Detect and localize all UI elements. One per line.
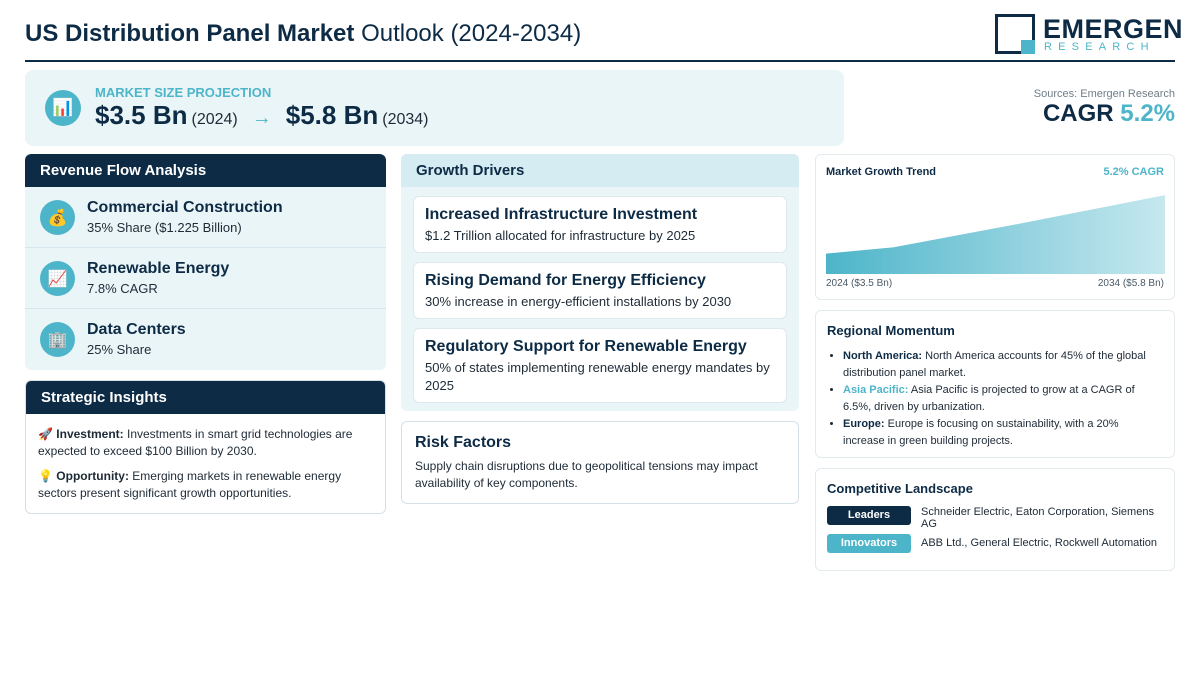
innovators-names: ABB Ltd., General Electric, Rockwell Aut… [921, 537, 1157, 549]
driver-card-infrastructure: Increased Infrastructure Investment $1.2… [413, 196, 787, 253]
insight-text: Investments in smart grid technologies a… [38, 427, 353, 458]
revenue-item-subtitle: 7.8% CAGR [87, 281, 158, 296]
projection-values: $3.5 Bn (2024) → $5.8 Bn (2034) [95, 100, 429, 131]
page-title: US Distribution Panel Market Outlook (20… [25, 20, 581, 48]
revenue-item-title: Data Centers [87, 321, 186, 338]
driver-card-regulatory: Regulatory Support for Renewable Energy … [413, 328, 787, 403]
driver-title: Increased Infrastructure Investment [425, 206, 698, 223]
driver-title: Regulatory Support for Renewable Energy [425, 338, 747, 355]
revenue-item-data-centers: 🏢 Data Centers 25% Share [25, 309, 386, 370]
insight-label: Investment: [56, 427, 124, 441]
driver-title: Rising Demand for Energy Efficiency [425, 272, 706, 289]
end-value: $5.8 Bn [285, 100, 379, 130]
chart-cagr-label: 5.2% CAGR [1103, 166, 1164, 178]
money-bag-icon: 💰 [40, 200, 75, 235]
driver-text: $1.2 Trillion allocated for infrastructu… [425, 228, 696, 243]
logo-sub: RESEARCH [1044, 41, 1155, 53]
revenue-flow-panel: Revenue Flow Analysis 💰 Commercial Const… [25, 154, 386, 370]
growth-drivers-title: Growth Drivers [401, 154, 799, 187]
risk-text: Supply chain disruptions due to geopolit… [415, 459, 758, 490]
regional-list: North America: North America accounts fo… [827, 348, 1163, 450]
chart-title: Market Growth Trend [826, 166, 937, 178]
region-text: Europe is focusing on sustainability, wi… [843, 418, 1119, 447]
trend-area-svg [826, 195, 1165, 274]
leaders-names: Schneider Electric, Eaton Corporation, S… [921, 506, 1154, 530]
regional-title: Regional Momentum [827, 323, 955, 338]
trend-area [826, 195, 1165, 274]
revenue-item-subtitle: 35% Share ($1.225 Billion) [87, 220, 242, 235]
page-title-light: Outlook (2024-2034) [361, 20, 582, 47]
leaders-badge: Leaders [827, 506, 911, 525]
strategic-insights-title: Strategic Insights [26, 381, 385, 414]
region-label: Europe: [843, 418, 885, 430]
insight-investment: 🚀 Investment: Investments in smart grid … [26, 426, 385, 460]
growth-drivers-panel: Growth Drivers Increased Infrastructure … [401, 154, 799, 411]
x-end-label: 2034 ($5.8 Bn) [1097, 278, 1164, 289]
cagr-value: 5.2% [1120, 100, 1175, 127]
region-text: North America accounts for 45% of the gl… [843, 350, 1146, 379]
competitive-row-leaders: Leaders Schneider Electric, Eaton Corpor… [827, 506, 1161, 530]
x-start-label: 2024 ($3.5 Bn) [826, 278, 893, 289]
market-growth-trend-chart: Market Growth Trend 5.2% CAGR 2024 ($3.5… [815, 154, 1175, 300]
lightbulb-icon: 💡 [38, 469, 53, 483]
end-year: (2034) [382, 111, 429, 128]
driver-text: 30% increase in energy-efficient install… [425, 294, 732, 309]
competitive-title: Competitive Landscape [827, 481, 973, 496]
market-size-projection: 📊 MARKET SIZE PROJECTION $3.5 Bn (2024) → $… [25, 70, 844, 146]
cagr-headline: CAGR 5.2% [1043, 100, 1175, 128]
page-header: US Distribution Panel Market Outlook (20… [25, 12, 1183, 62]
emergen-logo[interactable]: EMERGEN RESEARCH [995, 14, 1183, 56]
insight-opportunity: 💡 Opportunity: Emerging markets in renew… [26, 468, 385, 502]
driver-text: 50% of states implementing renewable ene… [425, 360, 770, 393]
chart-up-icon: 📈 [40, 261, 75, 296]
regional-momentum-panel: Regional Momentum North America: North A… [815, 310, 1175, 458]
driver-card-energy-efficiency: Rising Demand for Energy Efficiency 30% … [413, 262, 787, 319]
risk-factors-panel: Risk Factors Supply chain disruptions du… [401, 421, 799, 504]
innovators-badge: Innovators [827, 534, 911, 553]
building-icon: 🏢 [40, 322, 75, 357]
logo-word: EMERGEN [1043, 14, 1184, 44]
region-north-america: North America: North America accounts fo… [843, 348, 1163, 382]
strategic-insights-panel: Strategic Insights 🚀 Investment: Investm… [25, 380, 386, 514]
insight-text: Emerging markets in renewable energy sec… [38, 469, 342, 500]
region-asia-pacific: Asia Pacific: Asia Pacific is projected … [843, 382, 1163, 416]
cagr-label: CAGR [1042, 100, 1114, 127]
risk-title: Risk Factors [415, 434, 512, 451]
competitive-landscape-panel: Competitive Landscape Leaders Schneider … [815, 468, 1175, 571]
page-title-bold: US Distribution Panel Market [25, 20, 355, 47]
revenue-item-commercial: 💰 Commercial Construction 35% Share ($1.… [25, 187, 386, 248]
bar-chart-icon: 📊 [45, 90, 81, 126]
region-text: Asia Pacific is projected to grow at a C… [843, 384, 1135, 413]
region-label: North America: [843, 350, 923, 362]
start-year: (2024) [191, 111, 238, 128]
competitive-row-innovators: Innovators ABB Ltd., General Electric, R… [827, 534, 1161, 553]
region-europe: Europe: Europe is focusing on sustainabi… [843, 416, 1163, 450]
projection-label: MARKET SIZE PROJECTION [95, 85, 272, 100]
revenue-item-title: Renewable Energy [87, 260, 230, 277]
insight-label: Opportunity: [56, 469, 129, 483]
arrow-right-icon: → [251, 107, 272, 129]
sources-note: Sources: Emergen Research [1033, 88, 1175, 100]
revenue-flow-title: Revenue Flow Analysis [25, 154, 386, 187]
rocket-icon: 🚀 [38, 427, 53, 441]
revenue-item-renewable: 📈 Renewable Energy 7.8% CAGR [25, 248, 386, 309]
region-label: Asia Pacific: [843, 384, 909, 396]
revenue-item-subtitle: 25% Share [87, 342, 152, 357]
start-value: $3.5 Bn [95, 100, 188, 130]
logo-mark-icon [995, 14, 1035, 54]
revenue-item-title: Commercial Construction [87, 199, 283, 216]
